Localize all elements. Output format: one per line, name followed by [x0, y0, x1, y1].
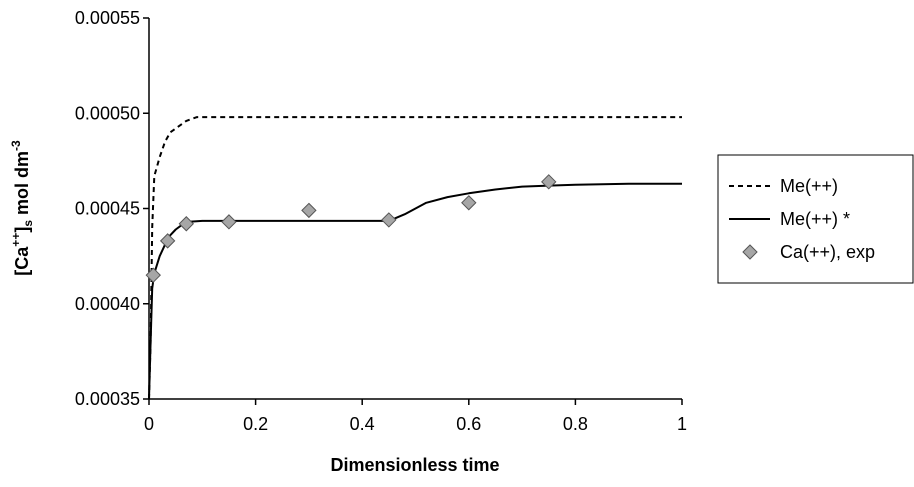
- data-point-ca-exp: [221, 214, 237, 230]
- y-axis-title-sup: ++: [9, 233, 23, 247]
- y-tick-label: 0.00055: [75, 8, 140, 28]
- y-tick-label: 0.00045: [75, 199, 140, 219]
- series-line-me-star: [148, 182, 682, 400]
- data-point-ca-exp: [461, 195, 477, 211]
- y-tick-label: 0.00050: [75, 103, 140, 123]
- x-tick-label: 0: [144, 414, 154, 434]
- x-tick-label: 0.6: [456, 414, 481, 434]
- legend-label-ca-exp: Ca(++), exp: [780, 242, 875, 262]
- ticks: 0.00035 0.00040 0.00045 0.00050 0.00055 0 0.2 0…: [75, 8, 687, 434]
- x-tick-label: 0.8: [563, 414, 588, 434]
- x-axis-title: Dimensionless time: [330, 455, 499, 475]
- y-axis-title: [Ca++]s mol dm-3: [9, 140, 35, 276]
- series-line-me: [148, 116, 682, 400]
- x-tick-label: 0.2: [243, 414, 268, 434]
- legend-swatch-diamond: [742, 244, 758, 260]
- data-point-ca-exp: [541, 174, 557, 190]
- data-point-ca-exp: [301, 202, 317, 219]
- data-point-ca-exp: [381, 212, 397, 228]
- y-axis-title-sub: s: [21, 220, 35, 227]
- y-axis-title-close: ]: [12, 227, 32, 233]
- data-point-ca-exp: [178, 216, 195, 232]
- y-axis-title-unit: mol dm: [12, 151, 32, 220]
- plot-area: [145, 116, 682, 400]
- y-tick-label: 0.00035: [75, 389, 140, 409]
- legend: Me(++) Me(++) * Ca(++), exp: [717, 154, 914, 284]
- data-point-ca-exp: [145, 267, 161, 283]
- x-tick-label: 1: [677, 414, 687, 434]
- data-point-ca-exp: [159, 233, 176, 249]
- legend-label-me: Me(++): [780, 176, 838, 196]
- y-tick-label: 0.00040: [75, 294, 140, 314]
- y-axis-title-prefix: [Ca: [12, 246, 32, 276]
- legend-label-me-star: Me(++) *: [780, 209, 850, 229]
- x-tick-label: 0.4: [350, 414, 375, 434]
- y-axis-title-unit-sup: -3: [9, 140, 23, 151]
